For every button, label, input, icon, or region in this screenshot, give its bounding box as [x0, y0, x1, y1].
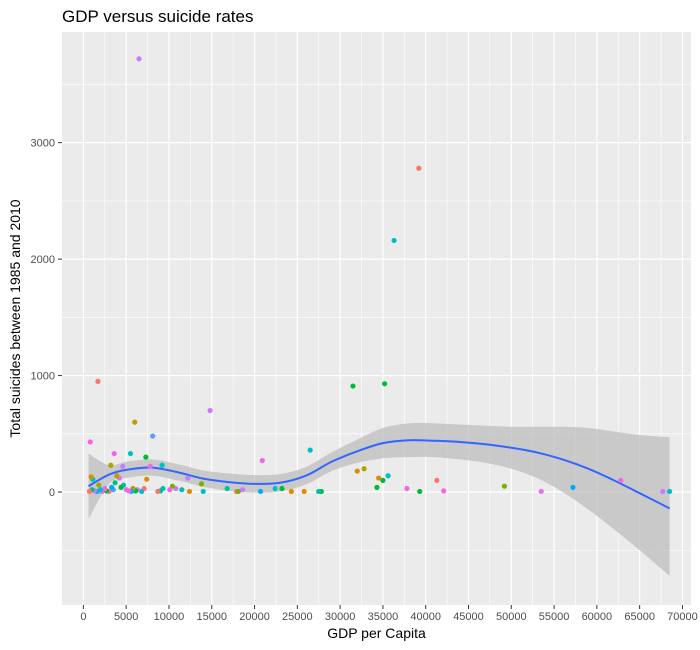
- smooth-trend-line: [88, 439, 671, 510]
- data-point: [123, 487, 129, 493]
- x-tick-label: 45000: [453, 611, 484, 623]
- data-point: [114, 473, 120, 479]
- data-point: [660, 488, 666, 495]
- y-tick-label: 1000: [31, 371, 55, 383]
- y-tick-label: 2000: [31, 254, 55, 266]
- data-point: [257, 488, 264, 495]
- y-axis-title: Total suicides between 1985 and 2010: [7, 199, 23, 437]
- data-point: [374, 484, 380, 490]
- x-tick-label: 70000: [667, 611, 698, 623]
- x-tick-label: 55000: [539, 611, 570, 623]
- data-point: [109, 484, 115, 490]
- data-point: [350, 383, 356, 389]
- data-point: [132, 419, 138, 425]
- data-point: [239, 487, 246, 493]
- data-point: [112, 480, 118, 486]
- x-tick-label: 25000: [282, 611, 313, 623]
- data-point: [136, 56, 142, 62]
- data-point: [150, 433, 156, 439]
- data-point: [88, 474, 94, 480]
- x-tick-label: 15000: [196, 611, 227, 623]
- data-point: [354, 468, 360, 474]
- data-point: [404, 485, 410, 492]
- x-tick-label: 40000: [410, 611, 441, 623]
- data-point: [111, 450, 117, 457]
- data-point: [143, 454, 149, 460]
- x-tick-label: 10000: [154, 611, 185, 623]
- data-point: [200, 488, 206, 495]
- data-point: [224, 485, 230, 492]
- data-point: [207, 407, 213, 414]
- data-point: [376, 475, 382, 481]
- data-point: [186, 488, 193, 495]
- plot-panel: [62, 32, 691, 605]
- data-point: [538, 488, 544, 495]
- data-point: [259, 457, 265, 464]
- data-point: [417, 488, 423, 495]
- x-axis-title: GDP per Capita: [327, 625, 426, 641]
- data-point: [382, 381, 388, 387]
- x-tick-label: 60000: [582, 611, 613, 623]
- x-tick-label: 20000: [239, 611, 270, 623]
- x-tick-label: 35000: [368, 611, 399, 623]
- data-point: [86, 488, 92, 495]
- data-point: [144, 476, 150, 482]
- data-point: [391, 237, 397, 244]
- data-point: [155, 488, 161, 495]
- confidence-ribbon: [88, 422, 670, 576]
- data-point: [416, 165, 422, 171]
- data-point: [185, 475, 191, 481]
- data-point: [316, 488, 322, 495]
- y-tick-label: 0: [49, 487, 55, 499]
- data-point: [159, 462, 165, 468]
- data-point: [87, 439, 93, 445]
- data-point: [120, 463, 126, 470]
- data-point: [301, 488, 307, 495]
- data-point: [385, 473, 391, 479]
- data-point: [179, 487, 185, 493]
- data-point: [307, 447, 313, 453]
- minor-gridlines: [62, 32, 691, 605]
- x-tick-label: 50000: [496, 611, 527, 623]
- data-point: [361, 466, 367, 472]
- data-point: [96, 482, 102, 488]
- data-point: [147, 463, 153, 470]
- data-points: [86, 56, 673, 495]
- data-point: [167, 487, 173, 493]
- data-point: [441, 488, 447, 494]
- x-tick-label: 5000: [114, 611, 138, 623]
- data-point: [95, 378, 101, 384]
- y-axis: 0 1000 2000 3000: [31, 138, 62, 499]
- data-point: [272, 485, 278, 492]
- data-point: [279, 485, 285, 492]
- data-point: [618, 477, 624, 483]
- x-axis: 0 5000 10000 15000 20000 25000 30000 35000 40000…: [80, 605, 698, 623]
- data-point: [667, 488, 673, 495]
- data-point: [570, 484, 576, 490]
- x-tick-label: 65000: [624, 611, 655, 623]
- data-point: [235, 488, 241, 495]
- data-point: [380, 477, 386, 483]
- data-point: [434, 477, 440, 483]
- x-tick-label: 30000: [325, 611, 356, 623]
- chart-title: GDP versus suicide rates: [62, 7, 253, 26]
- data-point: [127, 450, 134, 457]
- data-point: [288, 488, 294, 495]
- data-point: [501, 483, 508, 489]
- data-point: [198, 481, 205, 487]
- data-point: [108, 462, 114, 468]
- data-point: [138, 488, 145, 495]
- data-point: [118, 484, 124, 490]
- x-tick-label: 0: [80, 611, 86, 623]
- y-tick-label: 3000: [31, 138, 55, 150]
